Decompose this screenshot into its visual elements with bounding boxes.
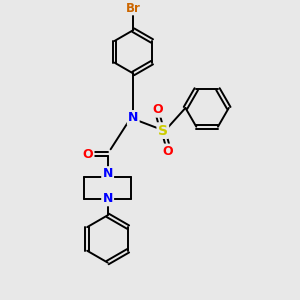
- Text: S: S: [158, 124, 168, 138]
- Text: N: N: [103, 167, 113, 180]
- Text: O: O: [153, 103, 163, 116]
- Text: Br: Br: [126, 2, 141, 15]
- Text: N: N: [103, 192, 113, 205]
- Text: O: O: [82, 148, 93, 161]
- Text: O: O: [162, 145, 173, 158]
- Text: N: N: [128, 111, 138, 124]
